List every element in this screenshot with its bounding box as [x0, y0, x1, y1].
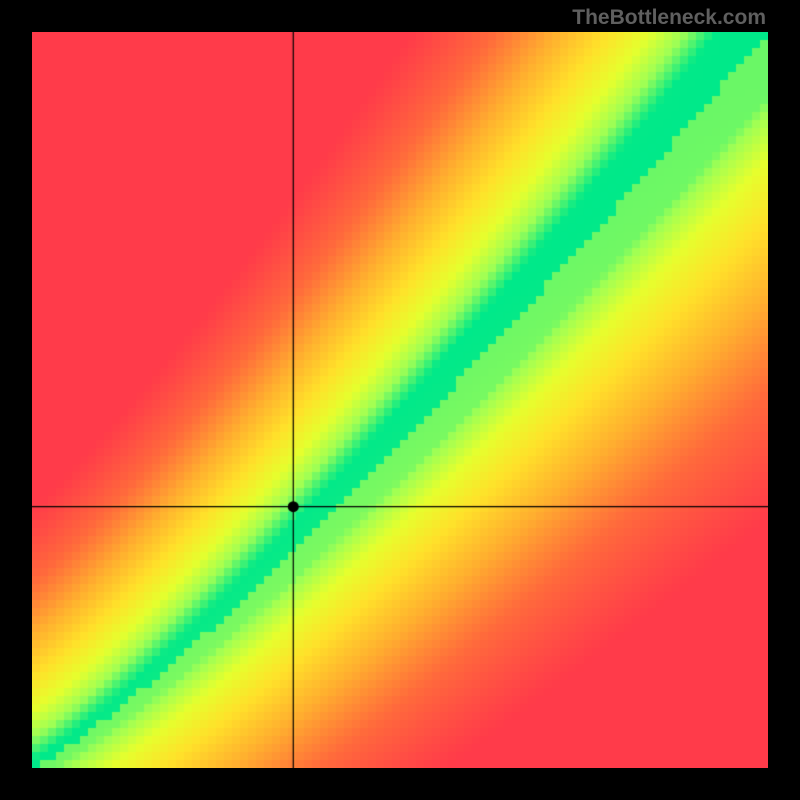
- heatmap-area: [32, 32, 768, 768]
- heatmap-canvas: [32, 32, 768, 768]
- watermark-text: TheBottleneck.com: [572, 6, 766, 30]
- chart-frame: TheBottleneck.com: [0, 0, 800, 800]
